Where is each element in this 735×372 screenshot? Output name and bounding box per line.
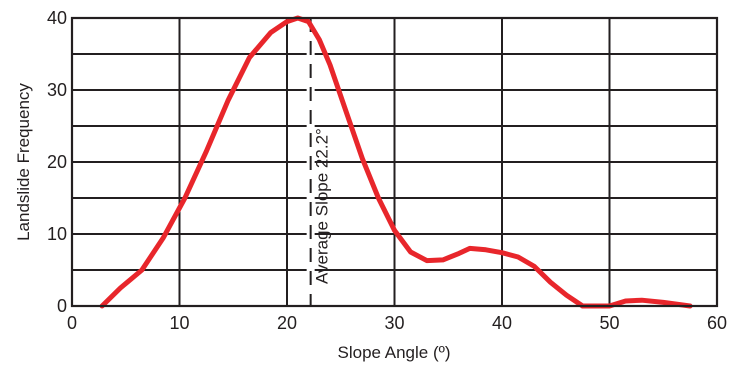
series-line: [99, 15, 693, 309]
plot-frame: [70, 16, 719, 308]
y-tick-label: 20: [47, 152, 67, 172]
y-tick-label: 0: [57, 296, 67, 316]
x-tick-label: 0: [67, 313, 77, 333]
reference-layer: Average Slope 22.2°: [306, 18, 332, 306]
reference-line-label: Average Slope 22.2°: [313, 128, 332, 284]
x-tick-label: 40: [492, 313, 512, 333]
x-tick-label: 50: [599, 313, 619, 333]
y-axis-label: Landslide Frequency: [14, 83, 33, 241]
tick-labels: 0 10 20 30 40 50 60 0 10 20 30 40: [47, 8, 727, 333]
series-layer: [99, 15, 693, 309]
y-tick-label: 10: [47, 224, 67, 244]
grid-layer: [72, 18, 717, 306]
x-tick-label: 30: [384, 313, 404, 333]
x-axis-label: Slope Angle (º): [338, 343, 451, 362]
x-tick-label: 10: [169, 313, 189, 333]
y-tick-label: 30: [47, 80, 67, 100]
x-tick-label: 20: [277, 313, 297, 333]
y-tick-label: 40: [47, 8, 67, 28]
x-tick-label: 60: [707, 313, 727, 333]
